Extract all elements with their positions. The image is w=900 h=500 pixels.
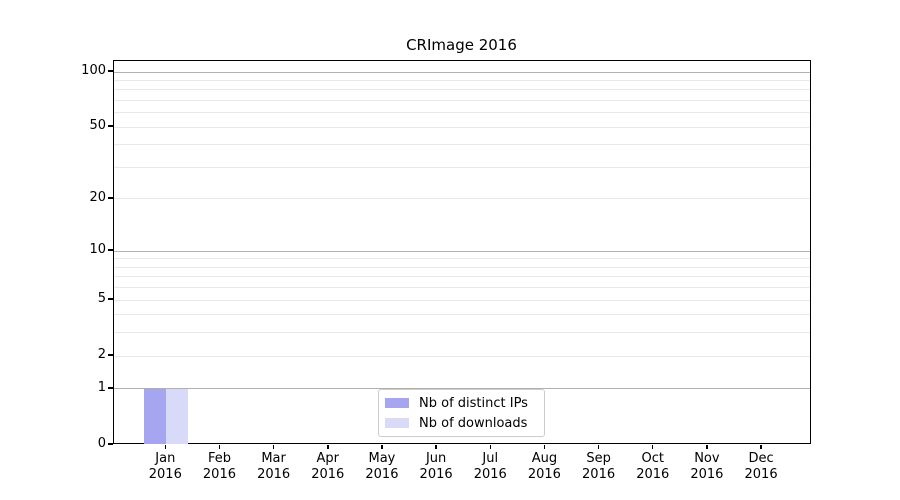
x-tick-mark bbox=[327, 445, 329, 449]
x-tick-mark bbox=[218, 445, 221, 449]
y-tick-label: 2 bbox=[97, 347, 106, 363]
minor-gridline bbox=[114, 144, 810, 146]
bar-downloads bbox=[166, 388, 189, 444]
x-tick-label: Jul 2016 bbox=[474, 451, 507, 483]
x-tick-year: 2016 bbox=[473, 467, 507, 482]
minor-gridline bbox=[114, 112, 810, 114]
y-tick-mark bbox=[108, 249, 113, 251]
chart-title: CRImage 2016 bbox=[406, 36, 517, 54]
x-tick-year: 2016 bbox=[636, 467, 670, 482]
minor-gridline bbox=[114, 266, 810, 268]
x-tick-label: Feb 2016 bbox=[203, 451, 236, 483]
x-tick-mark bbox=[543, 445, 546, 449]
y-tick-mark bbox=[108, 125, 113, 127]
y-tick-mark bbox=[108, 298, 113, 300]
x-tick-label: Sep 2016 bbox=[582, 451, 615, 483]
x-tick-label: Aug 2016 bbox=[528, 451, 561, 483]
legend-swatch bbox=[385, 398, 409, 408]
minor-gridline bbox=[114, 89, 810, 91]
x-tick-month: Jul bbox=[482, 451, 499, 466]
x-tick-label: May 2016 bbox=[365, 451, 398, 483]
x-tick-mark bbox=[435, 445, 437, 449]
minor-gridline bbox=[114, 198, 810, 200]
legend-entry: Nb of downloads bbox=[385, 416, 544, 431]
major-gridline bbox=[114, 250, 810, 252]
y-tick-mark bbox=[108, 443, 113, 445]
x-tick-mark bbox=[381, 445, 383, 449]
y-tick-label: 50 bbox=[89, 118, 106, 134]
x-tick-mark bbox=[760, 445, 762, 449]
legend-label: Nb of distinct IPs bbox=[419, 395, 528, 411]
x-tick-month: Oct bbox=[641, 451, 664, 466]
legend-entry: Nb of distinct IPs bbox=[385, 396, 544, 411]
x-tick-year: 2016 bbox=[690, 467, 724, 482]
x-tick-year: 2016 bbox=[582, 467, 616, 482]
x-tick-year: 2016 bbox=[148, 467, 182, 482]
y-tick-label: 20 bbox=[89, 189, 106, 205]
y-tick-label: 1 bbox=[97, 379, 106, 395]
minor-gridline bbox=[114, 166, 810, 168]
x-tick-label: Nov 2016 bbox=[690, 451, 723, 483]
x-tick-mark bbox=[164, 445, 167, 449]
x-tick-month: Mar bbox=[261, 451, 286, 466]
minor-gridline bbox=[114, 287, 810, 289]
x-tick-label: Jun 2016 bbox=[420, 451, 453, 483]
minor-gridline bbox=[114, 355, 810, 357]
y-tick-label: 0 bbox=[97, 436, 106, 451]
x-tick-year: 2016 bbox=[311, 467, 345, 482]
y-tick-label: 100 bbox=[81, 63, 106, 78]
x-tick-label: Apr 2016 bbox=[311, 451, 344, 483]
bar-distinct-ips bbox=[144, 388, 167, 444]
x-tick-year: 2016 bbox=[365, 467, 399, 482]
x-tick-label: Mar 2016 bbox=[257, 451, 290, 483]
major-gridline bbox=[114, 388, 810, 390]
y-tick-mark bbox=[108, 70, 113, 72]
minor-gridline bbox=[114, 79, 810, 81]
x-tick-month: Aug bbox=[531, 451, 558, 466]
x-tick-mark bbox=[706, 445, 708, 449]
minor-gridline bbox=[114, 258, 810, 260]
x-tick-year: 2016 bbox=[744, 467, 778, 482]
x-tick-month: Dec bbox=[748, 451, 774, 466]
x-tick-label: Oct 2016 bbox=[636, 451, 669, 483]
x-tick-month: May bbox=[368, 451, 396, 466]
y-tick-mark bbox=[108, 354, 113, 356]
x-tick-month: Apr bbox=[316, 451, 340, 466]
legend: Nb of distinct IPs Nb of downloads bbox=[378, 389, 545, 437]
y-tick-mark bbox=[108, 197, 113, 199]
x-tick-year: 2016 bbox=[419, 467, 453, 482]
minor-gridline bbox=[114, 314, 810, 316]
legend-label: Nb of downloads bbox=[419, 415, 528, 431]
x-tick-month: Feb bbox=[207, 451, 231, 466]
y-tick-mark bbox=[108, 387, 113, 389]
x-tick-label: Jan 2016 bbox=[149, 451, 182, 483]
x-tick-month: Sep bbox=[586, 451, 611, 466]
plot-area bbox=[113, 60, 811, 444]
x-tick-year: 2016 bbox=[257, 467, 291, 482]
x-tick-mark bbox=[272, 445, 275, 449]
x-tick-label: Dec 2016 bbox=[745, 451, 778, 483]
x-tick-mark bbox=[597, 445, 600, 449]
x-tick-month: Jun bbox=[425, 451, 447, 466]
x-tick-year: 2016 bbox=[527, 467, 561, 482]
x-tick-month: Jan bbox=[155, 451, 176, 466]
major-gridline bbox=[114, 71, 810, 73]
x-tick-mark bbox=[489, 445, 491, 449]
minor-gridline bbox=[114, 332, 810, 334]
x-tick-mark bbox=[651, 445, 654, 449]
x-tick-month: Nov bbox=[694, 451, 720, 466]
y-tick-label: 5 bbox=[97, 291, 106, 307]
x-tick-year: 2016 bbox=[202, 467, 236, 482]
minor-gridline bbox=[114, 299, 810, 301]
minor-gridline bbox=[114, 99, 810, 101]
minor-gridline bbox=[114, 126, 810, 128]
minor-gridline bbox=[114, 276, 810, 278]
y-tick-label: 10 bbox=[89, 242, 106, 258]
legend-swatch bbox=[385, 418, 409, 428]
